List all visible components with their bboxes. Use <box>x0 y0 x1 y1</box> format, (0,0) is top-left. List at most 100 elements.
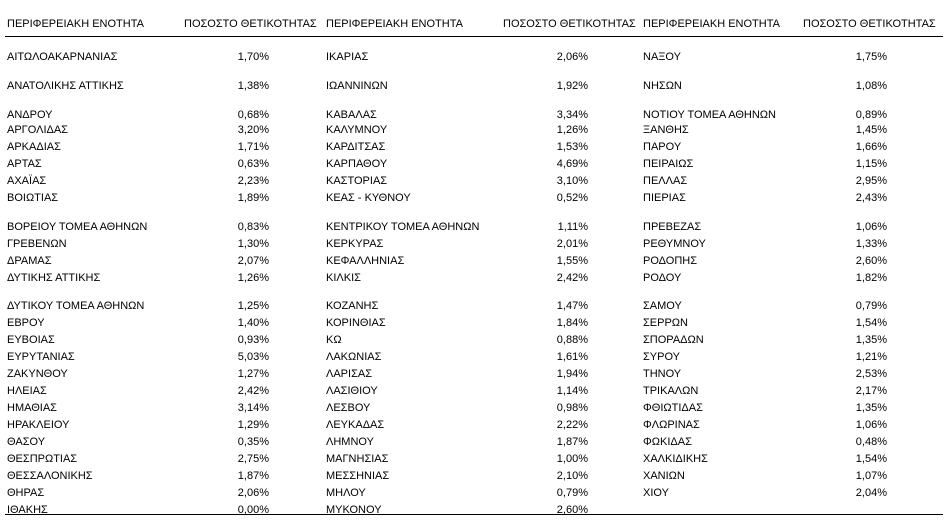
region-name-cell: ΑΡΚΑΔΙΑΣ <box>7 141 61 153</box>
positivity-value-cell: 2,42% <box>556 272 588 284</box>
region-name-cell: ΓΡΕΒΕΝΩΝ <box>7 238 67 250</box>
region-name-cell: ΛΕΥΚΑΔΑΣ <box>326 419 385 431</box>
positivity-value-cell: 1,08% <box>855 80 887 92</box>
positivity-value-cell: 2,04% <box>855 487 887 499</box>
region-name-cell: ΛΑΚΩΝΙΑΣ <box>326 351 382 363</box>
bottom-rule <box>5 514 943 515</box>
positivity-value-cell: 0,93% <box>237 334 269 346</box>
region-name-cell: ΛΗΜΝΟΥ <box>326 436 374 448</box>
positivity-value-cell: 1,47% <box>556 300 588 312</box>
region-name-cell: ΗΜΑΘΙΑΣ <box>7 402 57 414</box>
positivity-value-cell: 1,61% <box>556 351 588 363</box>
region-name-cell: ΠΕΛΛΑΣ <box>643 175 688 187</box>
positivity-value-cell: 2,43% <box>855 192 887 204</box>
positivity-value-cell: 1,66% <box>855 141 887 153</box>
positivity-value-cell: 1,25% <box>237 300 269 312</box>
region-name-cell: ΝΟΤΙΟΥ ΤΟΜΕΑ ΑΘΗΝΩΝ <box>643 109 776 121</box>
region-name-cell: ΚΑΡΔΙΤΣΑΣ <box>326 141 386 153</box>
positivity-value-cell: 0,52% <box>556 192 588 204</box>
region-name-cell: ΣΕΡΡΩΝ <box>643 317 688 329</box>
col1-region-header: ΠΕΡΙΦΕΡΕΙΑΚΗ ΕΝΟΤΗΤΑ <box>7 18 144 30</box>
region-name-cell: ΗΛΕΙΑΣ <box>7 385 47 397</box>
region-name-cell: ΑΡΓΟΛΙΔΑΣ <box>7 124 68 136</box>
positivity-value-cell: 2,06% <box>237 487 269 499</box>
region-name-cell: ΘΑΣΟΥ <box>7 436 46 448</box>
positivity-value-cell: 1,84% <box>556 317 588 329</box>
region-name-cell: ΕΥΒΟΙΑΣ <box>7 334 55 346</box>
positivity-value-cell: 1,27% <box>237 368 269 380</box>
positivity-value-cell: 2,53% <box>855 368 887 380</box>
region-name-cell: ΘΗΡΑΣ <box>7 487 45 499</box>
col3-region-header: ΠΕΡΙΦΕΡΕΙΑΚΗ ΕΝΟΤΗΤΑ <box>643 18 780 30</box>
region-name-cell: ΜΑΓΝΗΣΙΑΣ <box>326 453 389 465</box>
positivity-value-cell: 2,10% <box>556 470 588 482</box>
positivity-value-cell: 2,07% <box>237 255 269 267</box>
region-name-cell: ΑΡΤΑΣ <box>7 158 42 170</box>
positivity-value-cell: 1,92% <box>556 80 588 92</box>
region-name-cell: ΘΕΣΠΡΩΤΙΑΣ <box>7 453 78 465</box>
region-name-cell: ΗΡΑΚΛΕΙΟΥ <box>7 419 70 431</box>
region-name-cell: ΚΟΖΑΝΗΣ <box>326 300 379 312</box>
region-name-cell: ΚΑΡΠΑΘΟΥ <box>326 158 388 170</box>
region-name-cell: ΠΑΡΟΥ <box>643 141 682 153</box>
positivity-value-cell: 1,14% <box>556 385 588 397</box>
positivity-value-cell: 3,34% <box>556 109 588 121</box>
region-name-cell: ΚΟΡΙΝΘΙΑΣ <box>326 317 386 329</box>
region-name-cell: ΦΛΩΡΙΝΑΣ <box>643 419 700 431</box>
positivity-value-cell: 1,15% <box>855 158 887 170</box>
region-name-cell: ΤΗΝΟΥ <box>643 368 682 380</box>
region-name-cell: ΚΕΡΚΥΡΑΣ <box>326 238 384 250</box>
positivity-value-cell: 0,79% <box>855 300 887 312</box>
region-name-cell: ΧΑΛΚΙΔΙΚΗΣ <box>643 453 708 465</box>
positivity-value-cell: 3,20% <box>237 124 269 136</box>
region-name-cell: ΝΗΣΩΝ <box>643 80 682 92</box>
region-name-cell: ΤΡΙΚΑΛΩΝ <box>643 385 699 397</box>
region-name-cell: ΞΑΝΘΗΣ <box>643 124 689 136</box>
region-name-cell: ΣΑΜΟΥ <box>643 300 682 312</box>
region-name-cell: ΕΥΡΥΤΑΝΙΑΣ <box>7 351 75 363</box>
positivity-value-cell: 2,22% <box>556 419 588 431</box>
region-name-cell: ΙΚΑΡΙΑΣ <box>326 51 369 63</box>
positivity-value-cell: 1,71% <box>237 141 269 153</box>
positivity-value-cell: 1,89% <box>237 192 269 204</box>
positivity-value-cell: 1,94% <box>556 368 588 380</box>
positivity-value-cell: 1,30% <box>237 238 269 250</box>
region-name-cell: ΙΩΑΝΝΙΝΩΝ <box>326 80 388 92</box>
positivity-value-cell: 1,87% <box>237 470 269 482</box>
region-name-cell: ΒΟΡΕΙΟΥ ΤΟΜΕΑ ΑΘΗΝΩΝ <box>7 221 148 233</box>
region-name-cell: ΚΕΑΣ - ΚΥΘΝΟΥ <box>326 192 411 204</box>
region-name-cell: ΖΑΚΥΝΘΟΥ <box>7 368 68 380</box>
region-name-cell: ΠΙΕΡΙΑΣ <box>643 192 686 204</box>
col3-percent-header: ΠΟΣΟΣΤΟ ΘΕΤΙΚΟΤΗΤΑΣ <box>803 18 936 30</box>
positivity-value-cell: 1,33% <box>855 238 887 250</box>
col1-percent-header: ΠΟΣΟΣΤΟ ΘΕΤΙΚΟΤΗΤΑΣ <box>184 18 317 30</box>
region-name-cell: ΕΒΡΟΥ <box>7 317 45 329</box>
region-name-cell: ΣΠΟΡΑΔΩΝ <box>643 334 704 346</box>
region-name-cell: ΒΟΙΩΤΙΑΣ <box>7 192 59 204</box>
region-name-cell: ΘΕΣΣΑΛΟΝΙΚΗΣ <box>7 470 93 482</box>
positivity-value-cell: 1,29% <box>237 419 269 431</box>
positivity-value-cell: 2,75% <box>237 453 269 465</box>
region-name-cell: ΦΩΚΙΔΑΣ <box>643 436 692 448</box>
positivity-value-cell: 1,21% <box>855 351 887 363</box>
positivity-value-cell: 1,45% <box>855 124 887 136</box>
region-name-cell: ΣΥΡΟΥ <box>643 351 681 363</box>
positivity-value-cell: 0,88% <box>556 334 588 346</box>
col2-percent-header: ΠΟΣΟΣΤΟ ΘΕΤΙΚΟΤΗΤΑΣ <box>503 18 636 30</box>
region-name-cell: ΑΙΤΩΛΟΑΚΑΡΝΑΝΙΑΣ <box>7 51 118 63</box>
positivity-value-cell: 1,38% <box>237 80 269 92</box>
positivity-value-cell: 2,01% <box>556 238 588 250</box>
positivity-value-cell: 1,26% <box>237 272 269 284</box>
positivity-value-cell: 1,53% <box>556 141 588 153</box>
region-name-cell: ΠΕΙΡΑΙΩΣ <box>643 158 694 170</box>
region-name-cell: ΑΧΑΪΑΣ <box>7 175 47 187</box>
col2-region-header: ΠΕΡΙΦΕΡΕΙΑΚΗ ΕΝΟΤΗΤΑ <box>326 18 463 30</box>
region-name-cell: ΑΝΑΤΟΛΙΚΗΣ ΑΤΤΙΚΗΣ <box>7 80 124 92</box>
region-name-cell: ΚΑΛΥΜΝΟΥ <box>326 124 388 136</box>
positivity-value-cell: 0,79% <box>556 487 588 499</box>
positivity-value-cell: 0,68% <box>237 109 269 121</box>
region-name-cell: ΝΑΞΟΥ <box>643 51 681 63</box>
region-name-cell: ΚΕΦΑΛΛΗΝΙΑΣ <box>326 255 405 267</box>
positivity-value-cell: 0,35% <box>237 436 269 448</box>
region-name-cell: ΚΙΛΚΙΣ <box>326 272 361 284</box>
